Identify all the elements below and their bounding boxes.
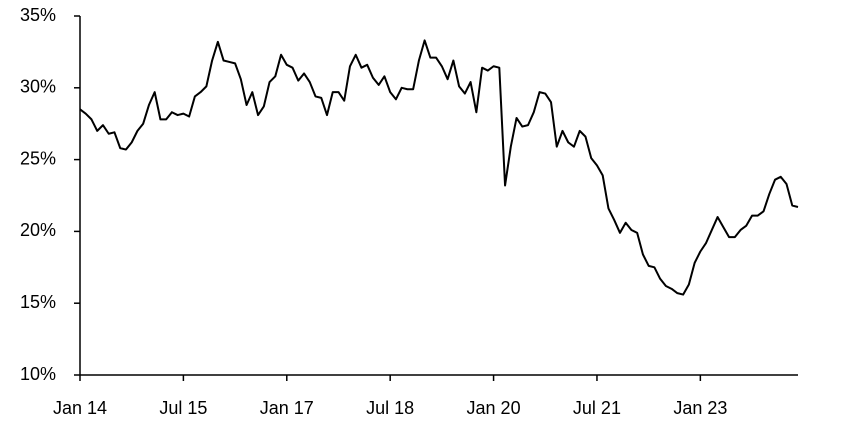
line-series (79, 39, 799, 296)
x-tick-label: Jul 18 (366, 398, 414, 418)
y-tick-label: 30% (20, 77, 56, 97)
x-tick-label: Jul 15 (159, 398, 207, 418)
x-tick-label: Jan 20 (467, 398, 521, 418)
y-tick-label: 25% (20, 148, 56, 168)
y-tick-label: 10% (20, 364, 56, 384)
y-tick-label: 15% (20, 292, 56, 312)
y-tick-label: 35% (20, 5, 56, 25)
x-tick-label: Jan 23 (673, 398, 727, 418)
x-tick-label: Jul 21 (573, 398, 621, 418)
x-tick-label: Jan 17 (260, 398, 314, 418)
y-tick-label: 20% (20, 220, 56, 240)
x-tick-label: Jan 14 (53, 398, 107, 418)
